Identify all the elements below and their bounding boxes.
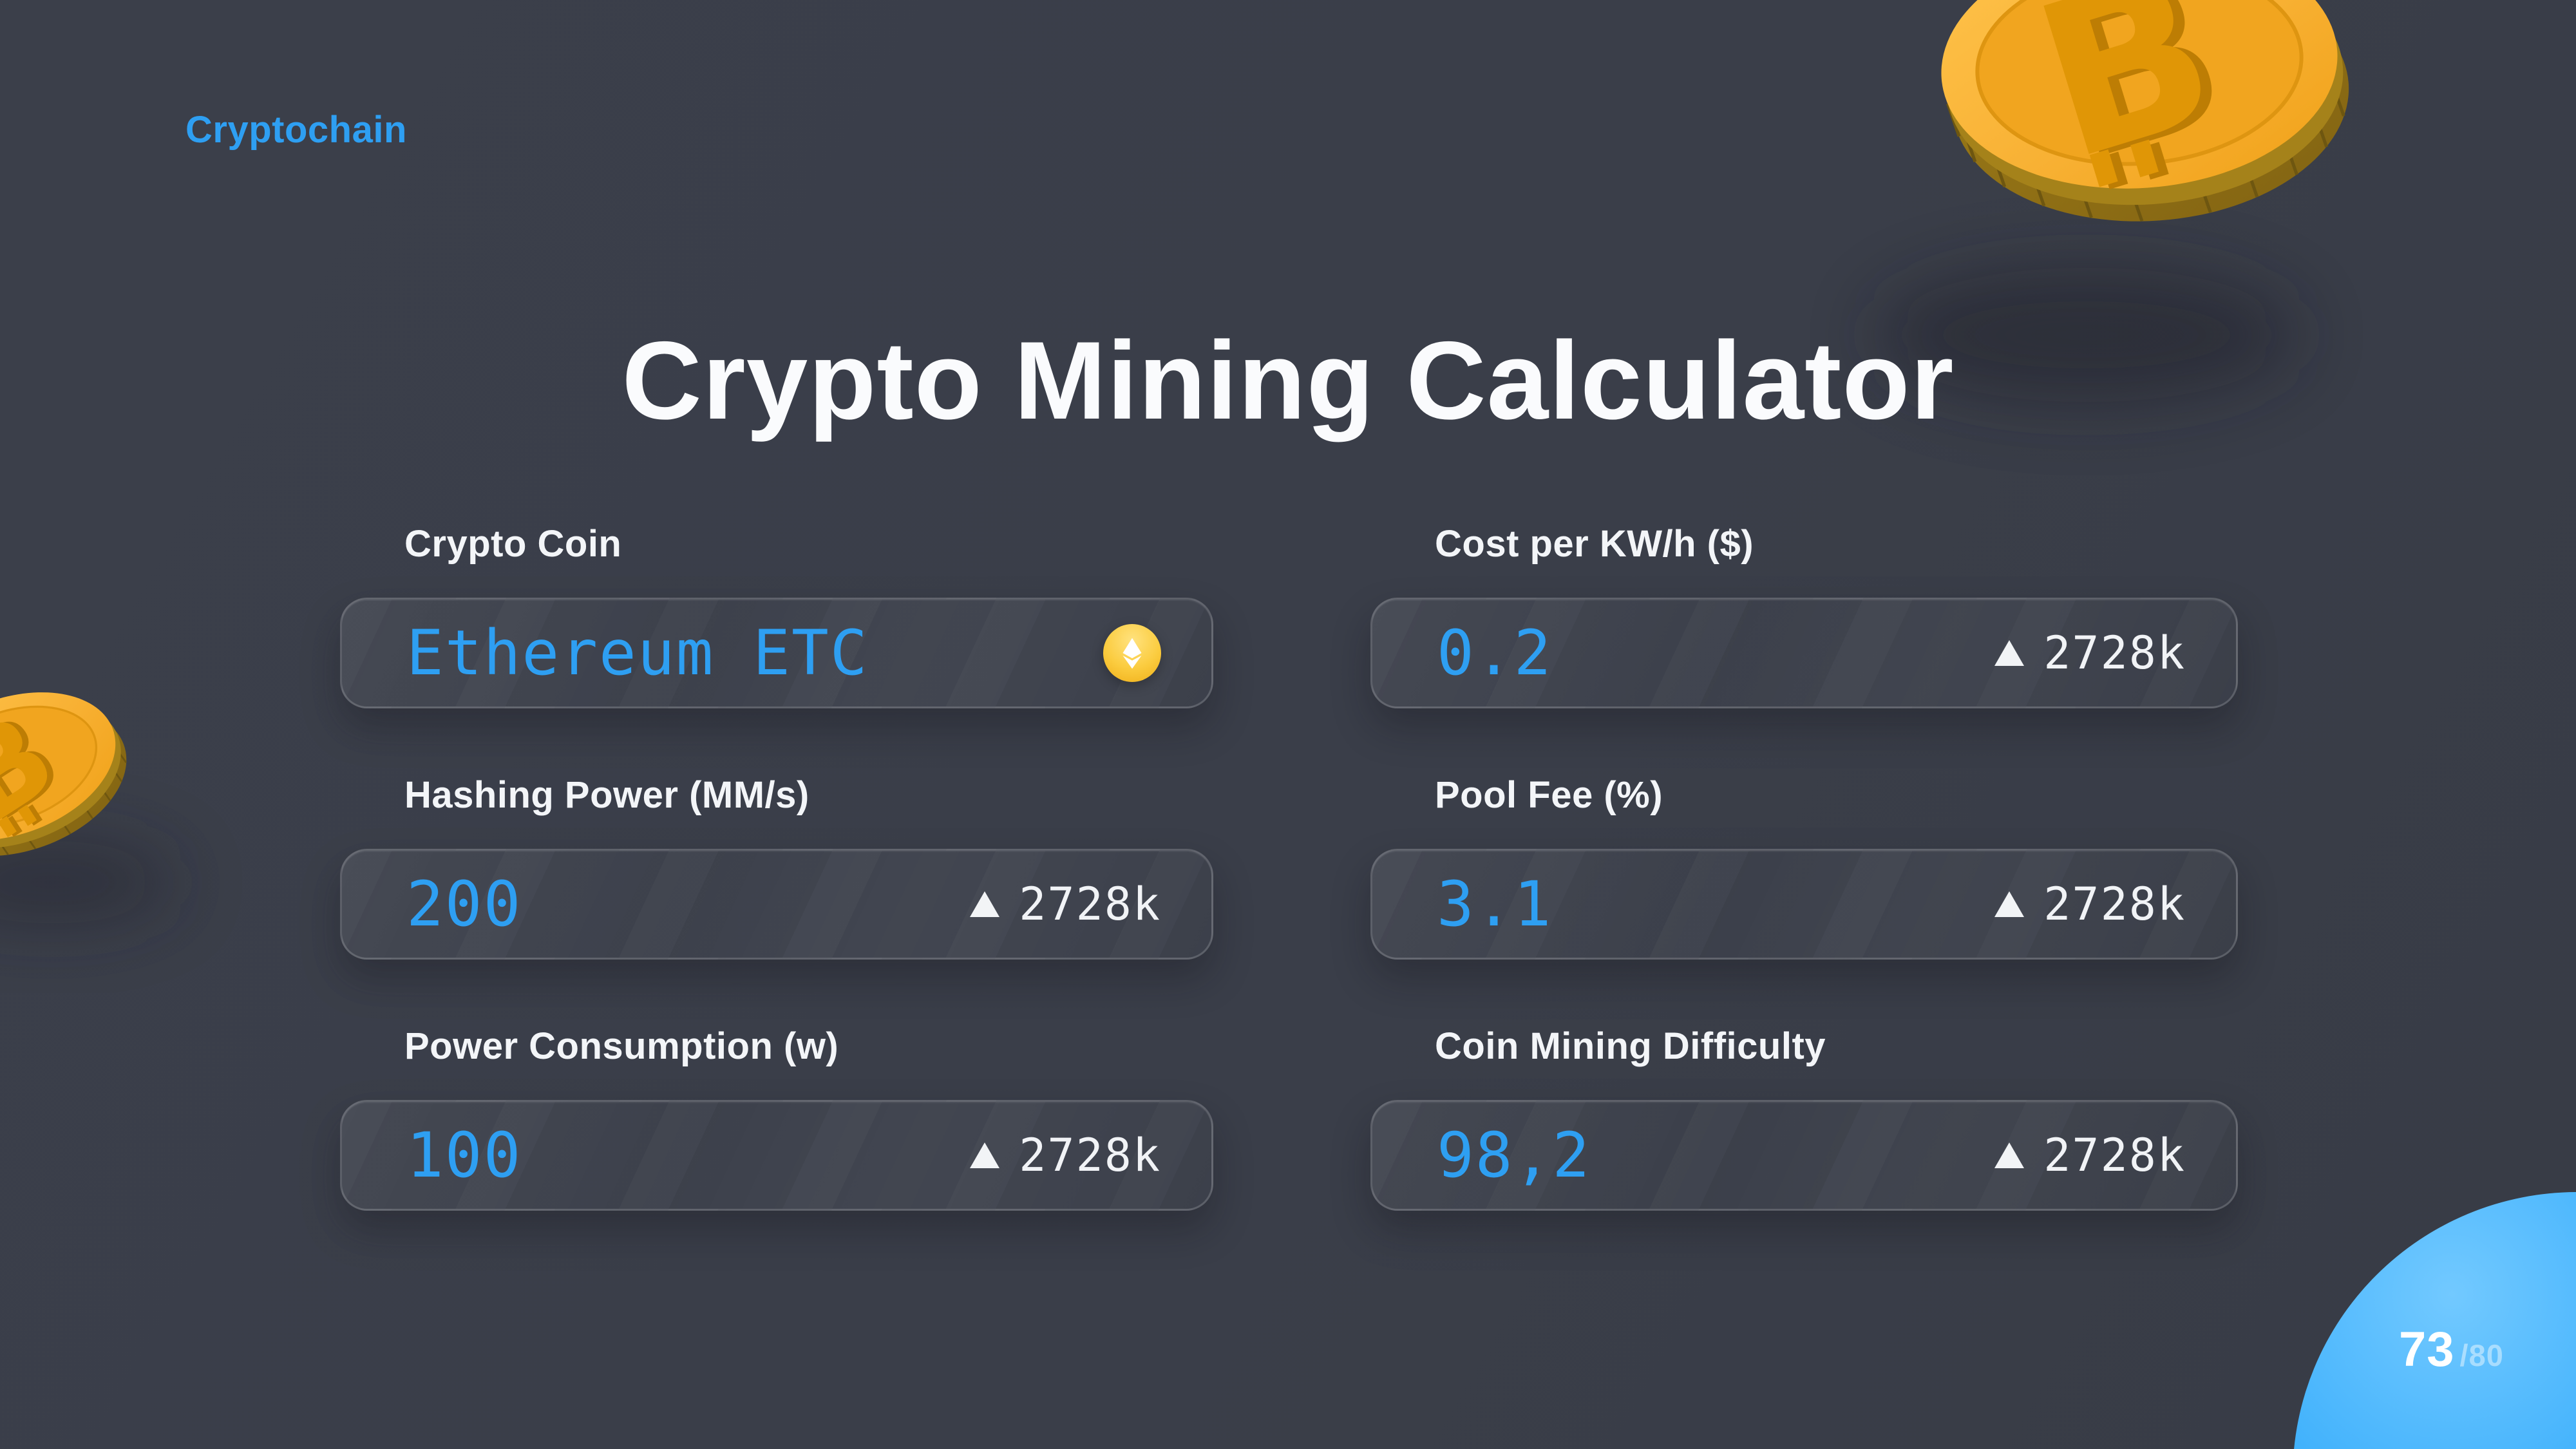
- hashing-power-input[interactable]: 200 2728k: [340, 849, 1213, 960]
- trend-indicator: 2728k: [970, 1129, 1161, 1182]
- page-current: 73: [2399, 1322, 2455, 1377]
- hashing-power-value: 200: [406, 868, 522, 940]
- trend-indicator: 2728k: [970, 878, 1161, 931]
- field-label: Hashing Power (MM/s): [404, 774, 810, 816]
- field-label: Power Consumption (w): [404, 1025, 839, 1067]
- trend-value: 2728k: [1019, 1129, 1161, 1182]
- trend-value: 2728k: [1019, 878, 1161, 931]
- field-label: Coin Mining Difficulty: [1435, 1025, 1826, 1067]
- field-label: Pool Fee (%): [1435, 774, 1663, 816]
- page-number-circle: [2293, 1192, 2576, 1449]
- trend-value: 2728k: [2043, 878, 2186, 931]
- brand-logo: Cryptochain: [185, 109, 407, 151]
- bitcoin-coin-top-right: [1932, 0, 2358, 235]
- trend-value: 2728k: [2043, 1129, 2186, 1182]
- coin-mining-difficulty-input[interactable]: 98,2 2728k: [1370, 1100, 2238, 1211]
- trend-indicator: 2728k: [1994, 1129, 2186, 1182]
- trend-up-icon: [970, 891, 1000, 917]
- trend-value: 2728k: [2043, 627, 2186, 679]
- page-title: Crypto Mining Calculator: [621, 319, 1955, 443]
- crypto-coin-value: Ethereum ETC: [406, 617, 869, 689]
- ethereum-coin-icon: [1103, 624, 1161, 682]
- pool-fee-value: 3.1: [1437, 868, 1553, 940]
- field-cost-per-kwh: Cost per KW/h ($) 0.2 2728k: [1370, 523, 2238, 708]
- field-label: Crypto Coin: [404, 523, 622, 565]
- trend-indicator: 2728k: [1994, 878, 2186, 931]
- bitcoin-coin-left: [0, 654, 148, 886]
- crypto-coin-select[interactable]: Ethereum ETC: [340, 598, 1213, 708]
- field-coin-mining-difficulty: Coin Mining Difficulty 98,2 2728k: [1370, 1025, 2238, 1211]
- coin-shadow: [0, 840, 180, 925]
- field-pool-fee: Pool Fee (%) 3.1 2728k: [1370, 774, 2238, 960]
- field-power-consumption: Power Consumption (w) 100 2728k: [340, 1025, 1213, 1211]
- power-consumption-value: 100: [406, 1119, 522, 1191]
- trend-indicator: 2728k: [1994, 627, 2186, 679]
- power-consumption-input[interactable]: 100 2728k: [340, 1100, 1213, 1211]
- field-hashing-power: Hashing Power (MM/s) 200 2728k: [340, 774, 1213, 960]
- coin-mining-difficulty-value: 98,2: [1437, 1119, 1591, 1191]
- trend-up-icon: [1994, 891, 2025, 917]
- pool-fee-input[interactable]: 3.1 2728k: [1370, 849, 2238, 960]
- cost-per-kwh-value: 0.2: [1437, 617, 1553, 689]
- calculator-form: Crypto Coin Ethereum ETC Cost per KW/h (…: [340, 523, 2238, 1211]
- trend-up-icon: [970, 1142, 1000, 1168]
- field-label: Cost per KW/h ($): [1435, 523, 1754, 565]
- trend-up-icon: [1994, 1142, 2025, 1168]
- trend-up-icon: [1994, 640, 2025, 666]
- page-number: 73 /80: [2399, 1321, 2504, 1378]
- page-total: /80: [2459, 1338, 2504, 1372]
- cost-per-kwh-input[interactable]: 0.2 2728k: [1370, 598, 2238, 708]
- field-crypto-coin: Crypto Coin Ethereum ETC: [340, 523, 1213, 708]
